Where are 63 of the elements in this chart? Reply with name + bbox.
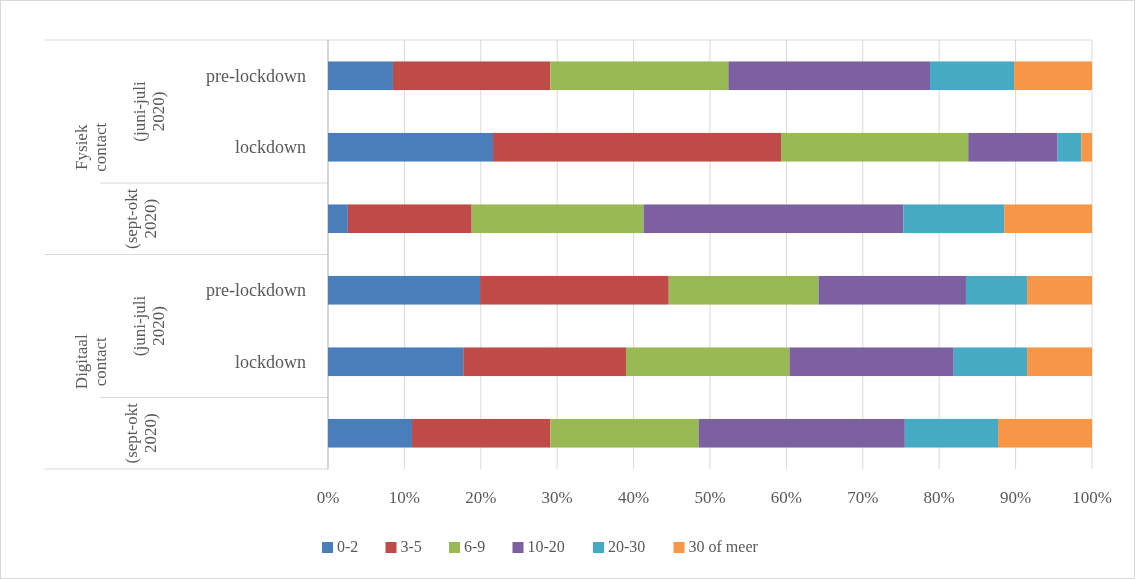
y-tick-label: pre-lockdown — [206, 65, 306, 86]
x-tick-label: 10% — [388, 488, 420, 507]
bar — [1027, 275, 1092, 305]
bar — [550, 418, 699, 448]
bar — [463, 347, 626, 377]
bar — [818, 275, 966, 305]
bar — [789, 347, 954, 377]
legend-label: 3-5 — [400, 538, 422, 555]
legend-label: 30 of meer — [688, 538, 759, 555]
x-tick-label: 60% — [770, 488, 802, 507]
bar — [392, 61, 551, 91]
y-tick-label: pre-lockdown — [206, 280, 306, 301]
bar — [728, 61, 931, 91]
bar — [698, 418, 905, 448]
text: Digitaal contact — [71, 334, 110, 390]
y-tick-label: lockdown — [235, 351, 306, 372]
bar — [930, 61, 1015, 91]
x-tick-label: 80% — [923, 488, 955, 507]
bar — [493, 132, 782, 162]
text: (juni-juli 2020) — [129, 295, 168, 357]
x-tick-label: 70% — [847, 488, 879, 507]
bar — [328, 347, 464, 377]
y-tick-label: lockdown — [235, 137, 306, 158]
bar — [953, 347, 1028, 377]
bar — [1004, 204, 1092, 234]
x-tick-label: 0% — [316, 488, 340, 507]
x-tick-label: 100% — [1072, 488, 1112, 507]
bar — [781, 132, 969, 162]
bar — [328, 204, 348, 234]
x-tick-label: 30% — [541, 488, 573, 507]
bar — [480, 275, 669, 305]
bar — [643, 204, 904, 234]
text: (juni-juli 2020) — [129, 81, 168, 142]
bar — [412, 418, 551, 448]
legend-label: 10-20 — [527, 538, 565, 555]
bar — [904, 418, 999, 448]
bar — [998, 418, 1092, 448]
bar — [471, 204, 644, 234]
bar — [965, 275, 1028, 305]
bar — [1014, 61, 1092, 91]
bar — [1081, 132, 1092, 162]
x-tick-label: 40% — [618, 488, 650, 507]
bar — [550, 61, 729, 91]
bar — [625, 347, 790, 377]
bar — [347, 204, 472, 234]
x-tick-label: 90% — [1000, 488, 1032, 507]
legend-label: 20-30 — [608, 538, 646, 555]
text: (sept-okt 2020) — [121, 188, 160, 249]
bar — [328, 275, 481, 305]
bar — [968, 132, 1058, 162]
x-tick-label: 50% — [694, 488, 726, 507]
legend-label: 0-2 — [337, 538, 359, 555]
x-tick-label: 20% — [465, 488, 497, 507]
bar — [328, 132, 494, 162]
legend-label: 6-9 — [464, 538, 486, 555]
bar — [328, 418, 413, 448]
bar — [668, 275, 819, 305]
text: Fysiek contact — [71, 122, 110, 172]
bar — [1057, 132, 1082, 162]
bar — [1027, 347, 1092, 377]
bar — [328, 61, 393, 91]
text: (sept-okt 2020) — [121, 402, 160, 464]
bar — [903, 204, 1005, 234]
